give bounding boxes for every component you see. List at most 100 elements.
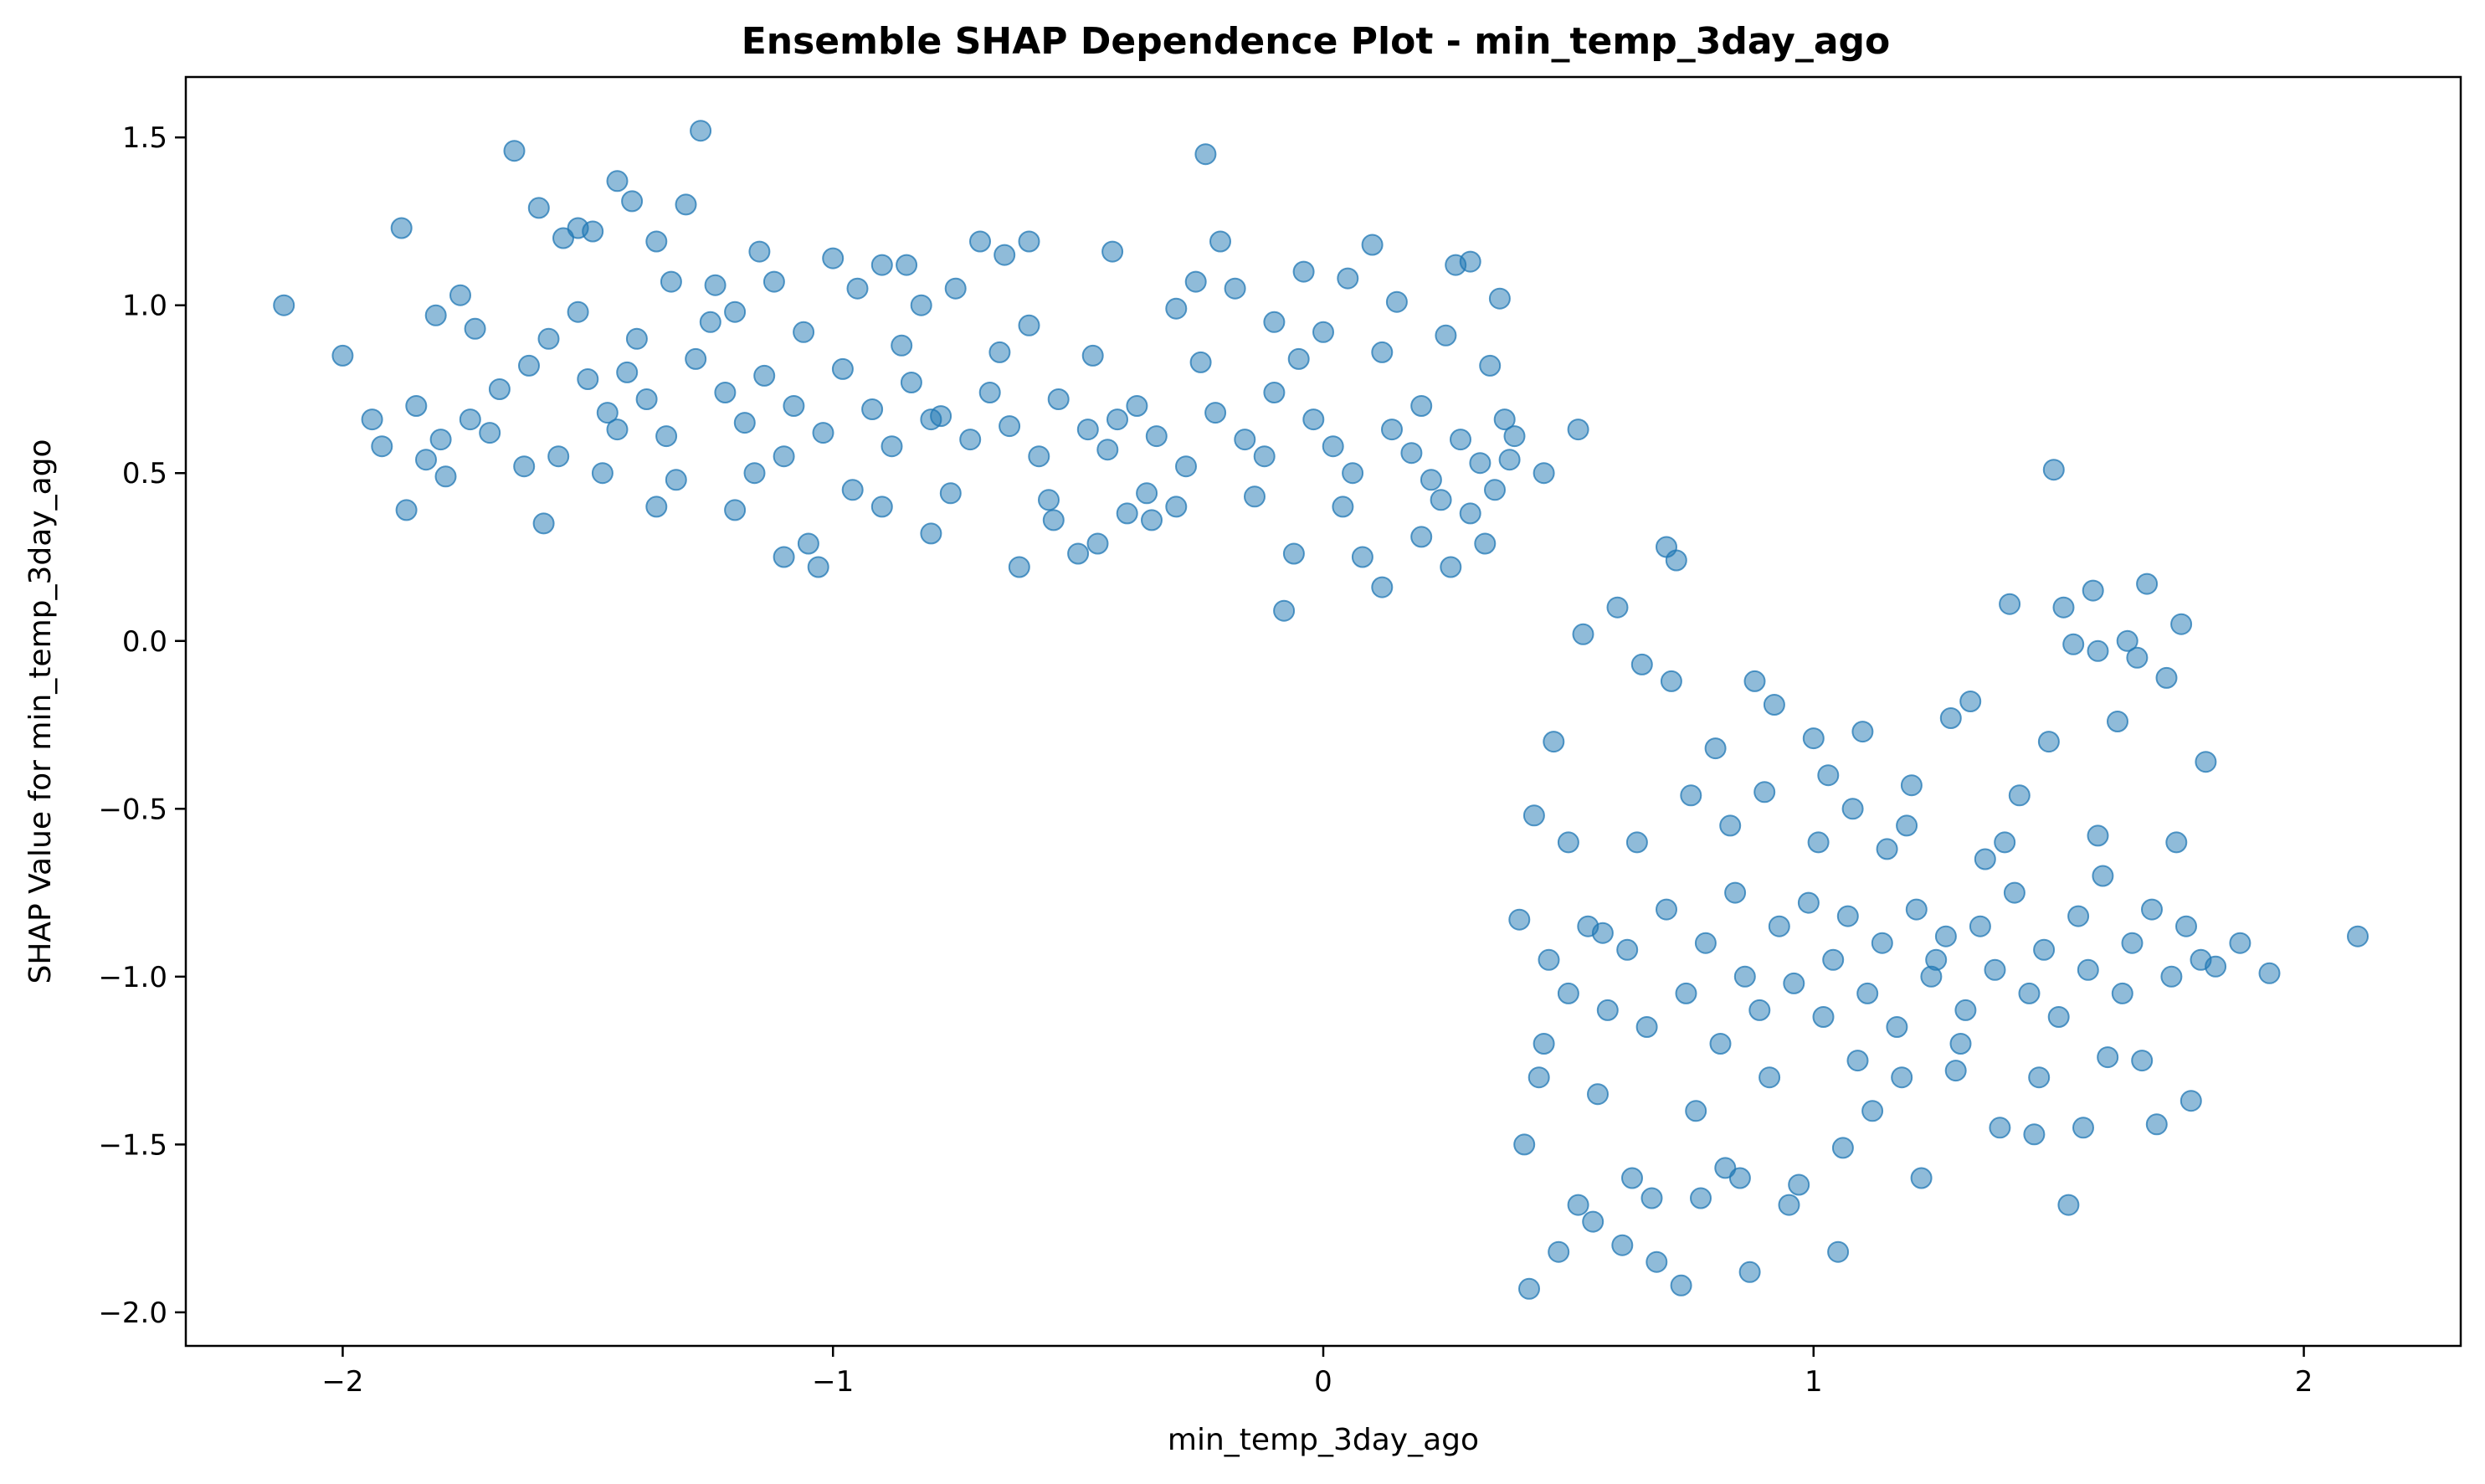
scatter-point (1194, 143, 1217, 166)
scatter-point (434, 465, 457, 488)
scatter-point (1557, 982, 1579, 1004)
scatter-point (1493, 408, 1516, 431)
scatter-point (645, 496, 668, 518)
scatter-point (1209, 230, 1231, 253)
scatter-point (513, 455, 536, 478)
scatter-point (2067, 905, 2090, 927)
scatter-point (625, 327, 648, 350)
scatter-point (1435, 324, 1457, 347)
scatter-point (910, 294, 932, 316)
scatter-point (1572, 623, 1594, 645)
scatter-point (424, 304, 447, 326)
scatter-point (1263, 382, 1286, 403)
scatter-point (331, 344, 354, 367)
scatter-point (1189, 351, 1212, 373)
scatter-point (2072, 1117, 2094, 1139)
scatter-point (920, 408, 942, 431)
y-tick-label: 1.5 (122, 121, 167, 155)
scatter-point (1543, 731, 1565, 753)
scatter-point (429, 429, 452, 451)
scatter-point (1778, 1194, 1800, 1216)
scatter-point (1008, 556, 1030, 578)
scatter-point (1856, 982, 1879, 1004)
scatter-point (606, 170, 629, 193)
scatter-point (395, 499, 418, 521)
scatter-point (1675, 982, 1697, 1004)
scatter-point (2258, 962, 2281, 984)
scatter-point (978, 382, 1001, 403)
scatter-point (1841, 798, 1864, 820)
scatter-point (645, 230, 668, 253)
scatter-point (959, 429, 982, 451)
scatter-point (1484, 479, 1506, 501)
scatter-point (1625, 831, 1648, 854)
scatter-point (1954, 999, 1977, 1021)
scatter-point (2229, 932, 2251, 954)
scatter-point (1342, 462, 1364, 485)
scatter-point (1949, 1033, 1972, 1055)
x-tick-label: 2 (2295, 1365, 2313, 1399)
scatter-point (527, 197, 550, 219)
scatter-point (1827, 1240, 1850, 1263)
scatter-point (1861, 1100, 1884, 1122)
scatter-point (944, 277, 967, 300)
ticks-layer: −2 −1 0 1 2 −2.0 −1.5 −1.0 −0.5 0.0 0.5 1.0 1.5 (98, 121, 2313, 1399)
scatter-point (1704, 737, 1727, 760)
scatter-point (1557, 831, 1579, 854)
x-tick-label: 0 (1314, 1365, 1332, 1399)
scatter-point (1846, 1050, 1869, 1072)
scatter-point (2097, 1046, 2119, 1069)
scatter-point (2033, 938, 2056, 961)
plot-area-frame (184, 75, 2462, 1348)
scatter-point (2126, 646, 2149, 669)
scatter-point (1724, 881, 1747, 904)
scatter-point (1498, 449, 1521, 471)
scatter-point (1459, 250, 1481, 273)
scatter-point (2087, 824, 2109, 847)
scatter-point (1086, 532, 1109, 555)
x-tick-label: −2 (321, 1365, 363, 1399)
scatter-point (2347, 925, 2369, 947)
scatter-point (1621, 1167, 1643, 1189)
scatter-point (1420, 469, 1442, 491)
scatter-point (1670, 1274, 1692, 1297)
scatter-point (1719, 814, 1742, 837)
scatter-point (2042, 459, 2065, 481)
scatter-point (1351, 546, 1373, 568)
scatter-point (2195, 751, 2217, 773)
scatter-point (1596, 999, 1619, 1021)
scatter-point (552, 227, 574, 249)
scatter-point (1469, 452, 1492, 475)
scatter-point (1685, 1100, 1707, 1122)
scatter-point (1522, 804, 1545, 827)
scatter-point (1410, 526, 1433, 548)
scatter-point (1204, 402, 1227, 424)
scatter-point (1322, 435, 1344, 458)
y-tick-label: 0.5 (122, 457, 167, 490)
scatter-point (2018, 982, 2041, 1004)
scatter-point (690, 120, 712, 142)
scatter-point (793, 321, 815, 343)
scatter-point (699, 311, 721, 333)
scatter-point (532, 512, 555, 535)
scatter-point (2131, 1050, 2154, 1072)
scatter-point (1646, 1250, 1668, 1273)
scatter-point (807, 556, 829, 578)
scatter-point (655, 425, 678, 448)
scatter-point (1640, 1187, 1663, 1209)
scatter-point (1989, 1117, 2011, 1139)
scatter-point (1508, 908, 1531, 931)
scatter-point (753, 364, 776, 387)
scatter-point (390, 217, 413, 239)
scatter-point (1302, 408, 1325, 431)
scatter-point (518, 354, 540, 377)
scatter-point (1101, 240, 1124, 263)
scatter-point (831, 357, 854, 380)
scatter-point (783, 395, 805, 417)
scatter-point (1984, 958, 2006, 981)
scatter-point (1886, 1016, 1908, 1038)
scatter-point (479, 422, 501, 444)
scatter-point (1538, 948, 1560, 971)
scatter-point (1165, 297, 1188, 320)
